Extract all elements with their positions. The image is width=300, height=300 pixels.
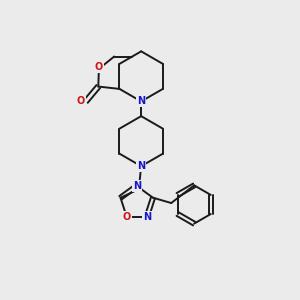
Text: N: N (137, 96, 145, 106)
Text: O: O (95, 62, 103, 72)
Text: O: O (123, 212, 131, 222)
Text: N: N (137, 161, 145, 171)
Text: O: O (76, 96, 85, 106)
Text: N: N (133, 181, 141, 191)
Text: N: N (143, 212, 151, 222)
